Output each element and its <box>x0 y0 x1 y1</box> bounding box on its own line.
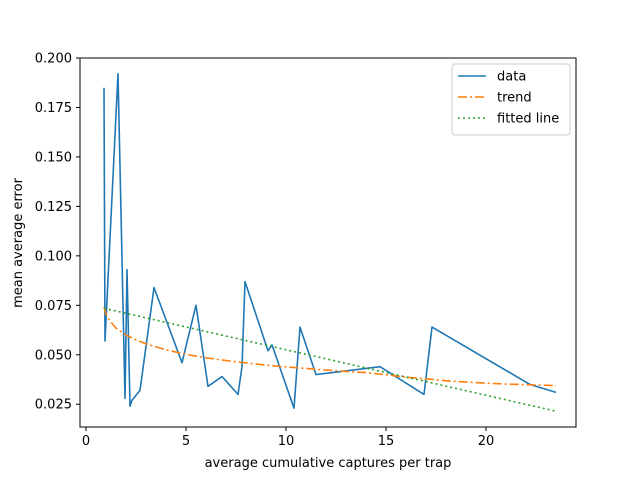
legend-box <box>451 63 571 136</box>
series-line-fitted <box>103 307 557 412</box>
x-tick-label: 5 <box>182 434 190 449</box>
y-tick-label: 0.125 <box>35 200 72 215</box>
y-axis-label: mean average error <box>11 177 26 307</box>
series-line-trend <box>103 307 557 387</box>
axes-layer: 0 5 10 15 20 0.025 0.050 0.075 0.100 0.125 0.150 0.… <box>35 52 577 449</box>
y-tick-label: 0.200 <box>35 52 72 67</box>
legend-label-trend: trend <box>497 91 532 106</box>
legend-label-fitted: fitted line <box>497 112 559 127</box>
series-layer <box>103 73 557 412</box>
y-tick-label: 0.075 <box>35 299 72 314</box>
x-tick-label: 0 <box>82 434 90 449</box>
legend: data trend fitted line <box>451 63 571 136</box>
y-tick-label: 0.025 <box>35 398 72 413</box>
plot-frame <box>79 57 577 428</box>
y-tick-label: 0.175 <box>35 101 72 116</box>
x-tick-label: 15 <box>378 434 395 449</box>
y-tick-label: 0.150 <box>35 150 72 165</box>
y-tick-label: 0.100 <box>35 249 72 264</box>
x-tick-label: 20 <box>478 434 495 449</box>
x-tick-label: 10 <box>278 434 295 449</box>
legend-label-data: data <box>497 70 526 85</box>
y-tick-label: 0.050 <box>35 348 72 363</box>
x-axis-label: average cumulative captures per trap <box>205 456 452 471</box>
